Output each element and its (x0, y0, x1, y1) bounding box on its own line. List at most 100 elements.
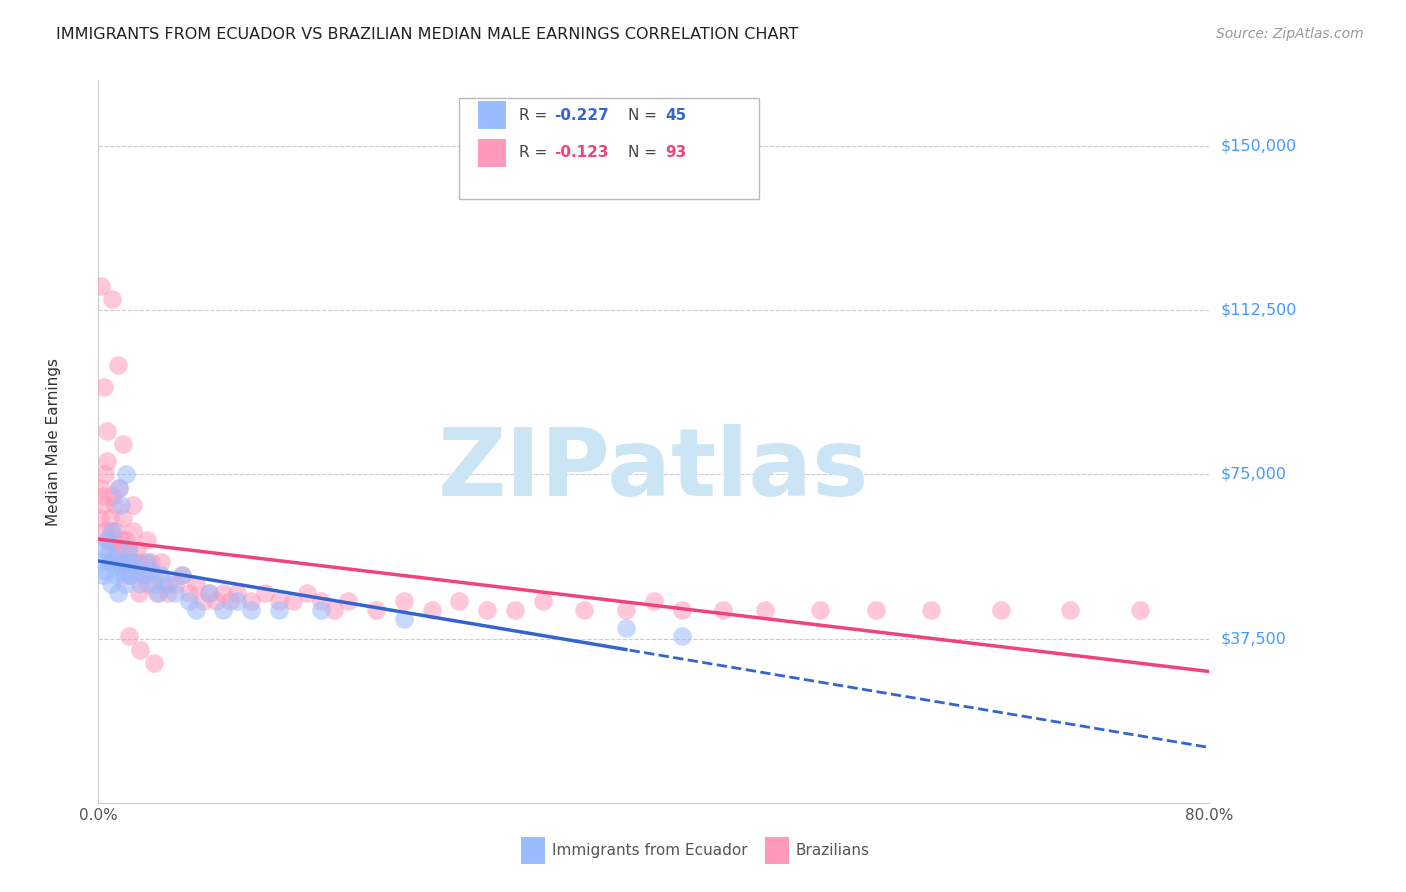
Point (93, 541, 115, 556)
Point (111, 555, 134, 569)
Point (104, 555, 127, 569)
Point (125, 568, 148, 582)
Point (531, 594, 554, 608)
Point (96, 454, 118, 468)
Text: Median Male Earnings: Median Male Earnings (46, 358, 62, 525)
Text: Brazilians: Brazilians (796, 843, 870, 858)
Point (177, 594, 200, 608)
Point (156, 577, 179, 591)
Point (143, 656, 166, 670)
Text: 93: 93 (665, 145, 686, 161)
Point (671, 629, 693, 643)
FancyBboxPatch shape (765, 837, 789, 864)
Point (93, 498, 115, 512)
Point (111, 555, 134, 569)
Point (135, 555, 157, 569)
Point (138, 577, 160, 591)
Point (240, 594, 263, 608)
Point (101, 489, 124, 503)
Point (91, 489, 114, 503)
Point (117, 541, 139, 556)
Point (643, 594, 665, 608)
Point (107, 358, 129, 372)
Point (89, 511, 111, 525)
Point (90, 481, 112, 495)
Point (91, 568, 114, 582)
Point (110, 533, 132, 547)
Point (143, 577, 166, 591)
Point (94, 467, 117, 482)
Point (212, 585, 235, 599)
Point (90, 555, 112, 569)
Point (184, 603, 207, 617)
Point (141, 555, 163, 569)
Point (212, 603, 235, 617)
Text: N =: N = (628, 108, 662, 123)
Point (120, 568, 142, 582)
Point (205, 594, 228, 608)
Point (108, 555, 131, 569)
Point (129, 555, 152, 569)
Point (98, 511, 121, 525)
Point (136, 533, 159, 547)
Point (198, 585, 221, 599)
Point (120, 568, 142, 582)
Text: ZIPatlas: ZIPatlas (439, 425, 869, 516)
Text: $112,500: $112,500 (1220, 302, 1296, 318)
Point (163, 585, 186, 599)
FancyBboxPatch shape (478, 138, 506, 167)
Text: 45: 45 (665, 108, 686, 123)
Point (104, 498, 127, 512)
Point (184, 577, 207, 591)
Point (865, 603, 887, 617)
Point (103, 533, 125, 547)
Point (107, 585, 129, 599)
Point (124, 555, 146, 569)
Point (267, 594, 290, 608)
Point (121, 555, 143, 569)
Point (104, 559, 127, 574)
Point (105, 524, 128, 539)
Point (101, 524, 124, 539)
Point (132, 568, 155, 582)
Point (309, 594, 332, 608)
Point (153, 577, 176, 591)
Point (219, 594, 242, 608)
Text: R =: R = (519, 145, 553, 161)
Point (127, 541, 149, 556)
Point (118, 555, 141, 569)
Text: R =: R = (519, 108, 553, 123)
Point (614, 603, 637, 617)
FancyBboxPatch shape (460, 98, 759, 200)
Point (170, 568, 193, 582)
Text: $150,000: $150,000 (1220, 138, 1296, 153)
Point (475, 603, 499, 617)
Point (146, 585, 169, 599)
Point (281, 594, 304, 608)
Point (132, 568, 155, 582)
Point (156, 585, 179, 599)
FancyBboxPatch shape (520, 837, 546, 864)
Point (98, 541, 121, 556)
Point (226, 585, 249, 599)
Point (118, 629, 141, 643)
Point (671, 603, 693, 617)
Point (574, 603, 596, 617)
Point (122, 555, 145, 569)
Point (143, 568, 166, 582)
Point (112, 564, 135, 578)
Point (90, 279, 112, 293)
Point (226, 594, 249, 608)
Point (117, 555, 139, 569)
Point (990, 603, 1012, 617)
Point (93, 380, 115, 394)
Point (170, 568, 193, 582)
Point (115, 533, 138, 547)
Point (309, 603, 332, 617)
Point (198, 585, 221, 599)
Text: Immigrants from Ecuador: Immigrants from Ecuador (551, 843, 747, 858)
Point (114, 568, 136, 582)
Text: Source: ZipAtlas.com: Source: ZipAtlas.com (1216, 27, 1364, 41)
Text: -0.123: -0.123 (554, 145, 609, 161)
Point (101, 292, 124, 306)
